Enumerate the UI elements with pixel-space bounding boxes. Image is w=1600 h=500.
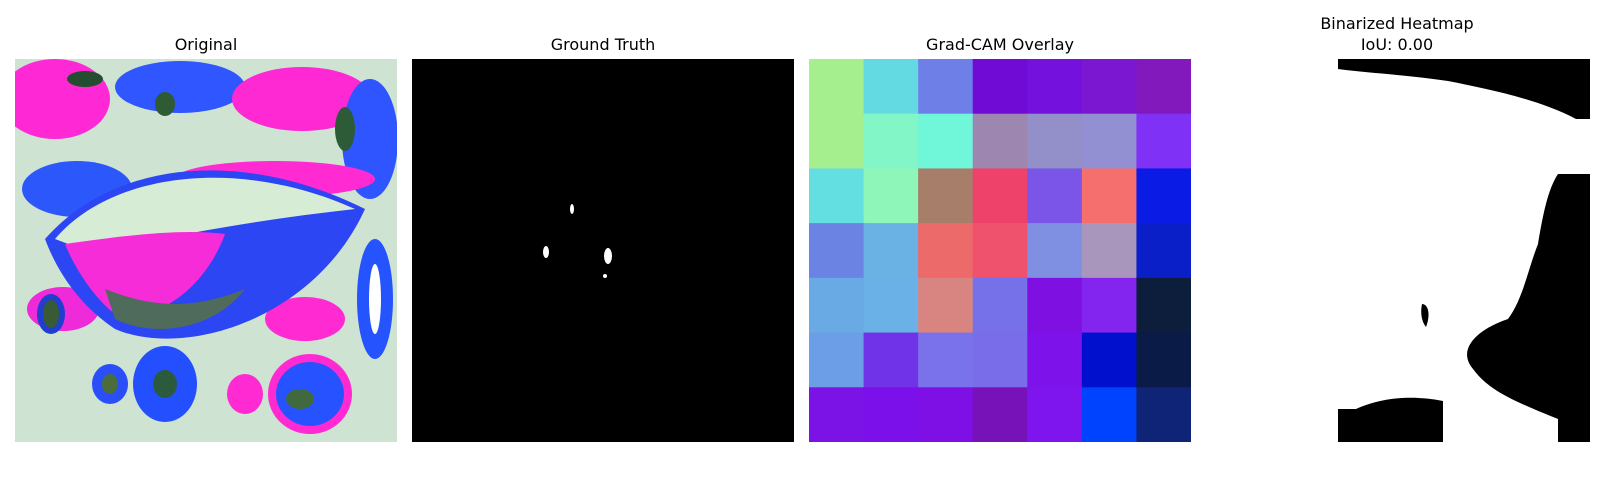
gradcam-cell-6-5 (1081, 387, 1138, 442)
gradcam-cell-6-2 (918, 387, 974, 442)
gradcam-cell-6-1 (863, 387, 919, 442)
gradcam-cell-1-4 (1027, 113, 1083, 170)
gradcam-cell-2-1 (863, 168, 919, 224)
gradcam-cell-0-3 (972, 59, 1028, 115)
gradcam-cell-4-4 (1027, 277, 1083, 334)
gradcam-cell-3-6 (1136, 223, 1191, 279)
gradcam-cell-2-3 (972, 168, 1028, 224)
gradcam-cell-5-5 (1081, 332, 1138, 388)
gradcam-cell-3-3 (972, 223, 1028, 279)
gradcam-cell-3-0 (809, 223, 865, 279)
gradcam-cell-4-5 (1081, 277, 1138, 334)
gradcam-cell-5-6 (1136, 332, 1191, 388)
gradcam-overlay (809, 59, 1191, 442)
gradcam-cell-2-2 (918, 168, 974, 224)
original-title: Original (174, 35, 238, 54)
gradcam-cell-1-2 (918, 113, 974, 170)
gradcam-cell-0-0 (809, 59, 865, 115)
gradcam-cell-6-6 (1136, 387, 1191, 442)
gradcam-cell-3-1 (863, 223, 919, 279)
binarized-heatmap-title: Binarized Heatmap IoU: 0.00 (1320, 13, 1473, 55)
gradcam-cell-5-0 (809, 332, 865, 388)
gradcam-cell-4-3 (972, 277, 1028, 334)
gradcam-cell-3-2 (918, 223, 974, 279)
gradcam-cell-1-3 (972, 113, 1028, 170)
binarized-heatmap (1338, 59, 1590, 442)
gradcam-cell-2-4 (1027, 168, 1083, 224)
original-image (15, 59, 397, 442)
gradcam-cell-5-3 (972, 332, 1028, 388)
ground-truth-title: Ground Truth (550, 35, 656, 54)
gradcam-cell-6-4 (1027, 387, 1083, 442)
gradcam-cell-2-5 (1081, 168, 1138, 224)
gradcam-cell-2-0 (809, 168, 865, 224)
binarized-heatmap-title-line1: Binarized Heatmap (1320, 14, 1474, 33)
gradcam-cell-1-6 (1136, 113, 1191, 170)
gradcam-cell-0-2 (918, 59, 974, 115)
gradcam-cell-1-1 (863, 113, 919, 170)
gradcam-cell-3-4 (1027, 223, 1083, 279)
gradcam-cell-0-1 (863, 59, 919, 115)
gradcam-cell-4-2 (918, 277, 974, 334)
gradcam-cell-5-4 (1027, 332, 1083, 388)
gradcam-cell-1-5 (1081, 113, 1138, 170)
gradcam-cell-1-0 (809, 113, 865, 170)
gradcam-cell-5-2 (918, 332, 974, 388)
gradcam-cell-0-4 (1027, 59, 1083, 115)
gradcam-cell-6-0 (809, 387, 865, 442)
ground-truth-mask (412, 59, 794, 442)
gradcam-cell-2-6 (1136, 168, 1191, 224)
gradcam-cell-4-0 (809, 277, 865, 334)
gradcam-cell-4-6 (1136, 277, 1191, 334)
gradcam-cell-6-3 (972, 387, 1028, 442)
gradcam-overlay-title: Grad-CAM Overlay (926, 35, 1074, 54)
gradcam-cell-5-1 (863, 332, 919, 388)
iou-value: IoU: 0.00 (1360, 35, 1434, 54)
gradcam-cell-0-5 (1081, 59, 1138, 115)
gradcam-cell-0-6 (1136, 59, 1191, 115)
gradcam-cell-3-5 (1081, 223, 1138, 279)
gradcam-cell-4-1 (863, 277, 919, 334)
